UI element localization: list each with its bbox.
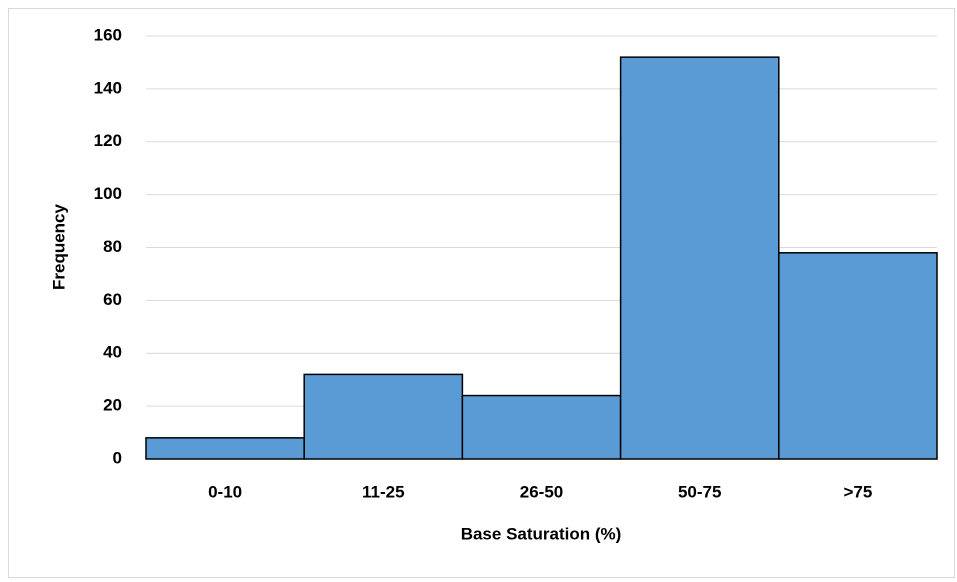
- bar: [303, 373, 464, 460]
- y-tick-label: 80: [103, 237, 122, 256]
- y-tick-label: 160: [94, 25, 122, 44]
- x-tick-label: 50-75: [678, 482, 721, 501]
- y-tick-label: 40: [103, 343, 122, 362]
- x-axis-title: Base Saturation (%): [461, 524, 622, 543]
- y-tick-label: 140: [94, 78, 122, 97]
- x-tick-label: >75: [843, 482, 872, 501]
- bar: [778, 252, 938, 460]
- bar: [461, 394, 622, 460]
- x-tick-label: 0-10: [208, 482, 242, 501]
- y-tick-label: 120: [94, 131, 122, 150]
- y-tick-label: 60: [103, 290, 122, 309]
- y-tick-label: 20: [103, 396, 122, 415]
- x-tick-label: 11-25: [362, 482, 405, 501]
- bar: [145, 437, 305, 460]
- y-tick-label: 100: [94, 184, 122, 203]
- y-axis-title: Frequency: [49, 203, 68, 290]
- x-tick-label: 26-50: [520, 482, 563, 501]
- bar: [619, 56, 780, 460]
- y-tick-label: 0: [113, 448, 122, 467]
